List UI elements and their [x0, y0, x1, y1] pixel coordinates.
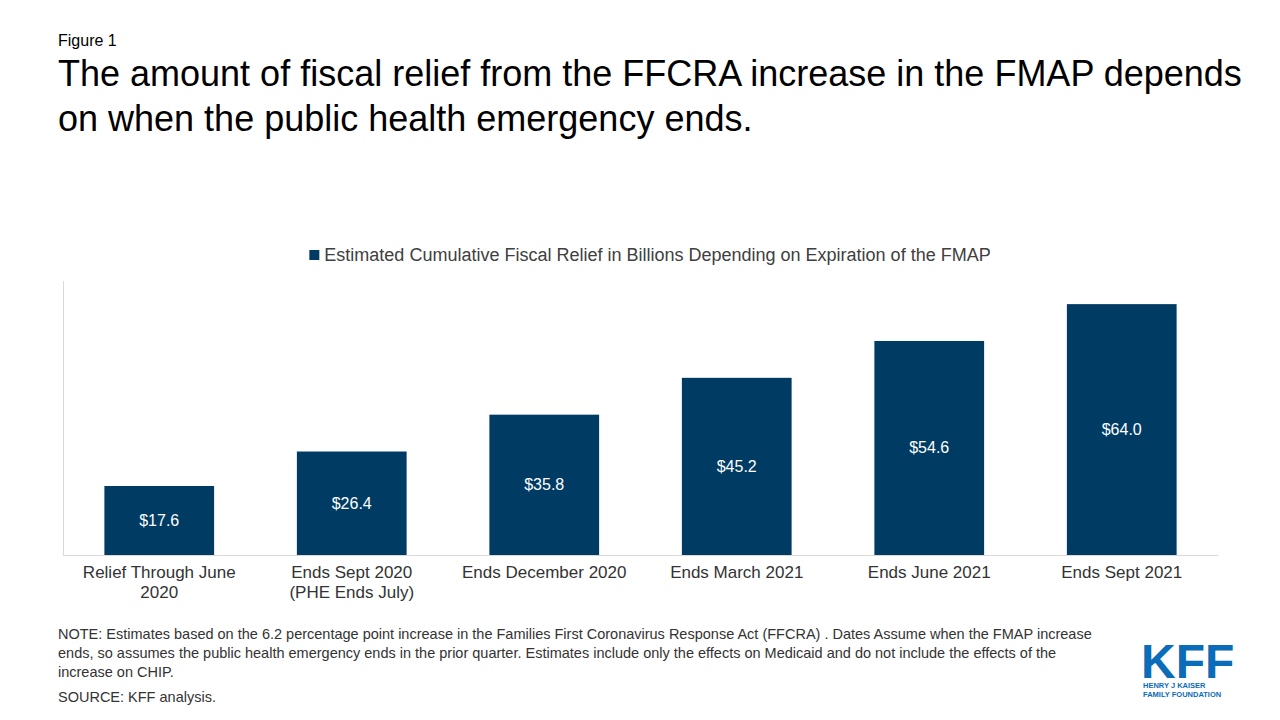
y-axis-line	[63, 281, 64, 555]
title: The amount of fiscal relief from the FFC…	[58, 53, 1242, 139]
x-tick-label: Ends Sept 2021	[1061, 563, 1182, 582]
note: NOTE: Estimates based on the 6.2 percent…	[58, 626, 1092, 680]
bar	[297, 452, 407, 555]
text-line: Ends June 2021	[868, 563, 991, 582]
data-label: $64.0	[1102, 421, 1142, 438]
x-tick-label: Ends June 2021	[868, 563, 991, 582]
x-tick: Ends March 2021	[670, 563, 803, 582]
text-line: (PHE Ends July)	[289, 583, 414, 602]
text-line: Ends December 2020	[462, 563, 626, 582]
x-tick: Ends December 2020	[462, 563, 626, 582]
x-tick-label: Relief Through June2020	[83, 563, 236, 602]
x-tick: Ends Sept 2020(PHE Ends July)	[289, 563, 414, 602]
text-line: increase on CHIP.	[58, 664, 174, 680]
text-line: Ends Sept 2021	[1061, 563, 1182, 582]
data-label: $17.6	[139, 512, 179, 529]
text-line: NOTE: Estimates based on the 6.2 percent…	[58, 626, 1092, 642]
bar	[489, 415, 599, 555]
legend: Estimated Cumulative Fiscal Relief in Bi…	[309, 245, 990, 265]
x-tick: Ends Sept 2021	[1061, 563, 1182, 582]
bar	[682, 378, 792, 555]
text-line: Relief Through June	[83, 563, 236, 582]
x-tick-label: Ends December 2020	[462, 563, 626, 582]
x-axis-line	[64, 555, 1219, 556]
text-line: The amount of fiscal relief from the FFC…	[58, 53, 1242, 94]
bar	[104, 486, 214, 555]
background	[0, 0, 1280, 720]
source: SOURCE: KFF analysis.	[58, 689, 216, 705]
x-tick-label: Ends Sept 2020(PHE Ends July)	[289, 563, 414, 602]
text-line: Ends Sept 2020	[291, 563, 412, 582]
x-tick: Relief Through June2020	[83, 563, 236, 602]
bar	[1067, 304, 1177, 555]
data-label: $35.8	[524, 476, 564, 493]
data-label: $45.2	[717, 458, 757, 475]
bar	[874, 341, 984, 555]
data-labels: $17.6 $26.4 $35.8 $45.2 $54.6 $64.0	[139, 421, 1142, 529]
y-axis	[63, 281, 64, 555]
text-line: Ends March 2021	[670, 563, 803, 582]
data-label: $26.4	[332, 495, 372, 512]
legend-label: Estimated Cumulative Fiscal Relief in Bi…	[324, 245, 990, 265]
logo-subtitle: FAMILY FOUNDATION	[1143, 690, 1221, 699]
logo: KFFHENRY J KAISERFAMILY FOUNDATION	[1141, 635, 1234, 699]
text-line: on when the public health emergency ends…	[58, 98, 752, 139]
x-tick-label: Ends March 2021	[670, 563, 803, 582]
x-axis: Relief Through June2020 Ends Sept 2020(PH…	[64, 556, 1219, 603]
legend-swatch	[309, 250, 319, 260]
x-tick: Ends June 2021	[868, 563, 991, 582]
text-line: ends, so assumes the public health emerg…	[58, 645, 1056, 661]
bars	[104, 304, 1176, 555]
text-line: 2020	[140, 583, 178, 602]
figure-label: Figure 1	[58, 32, 117, 49]
data-label: $54.6	[909, 439, 949, 456]
